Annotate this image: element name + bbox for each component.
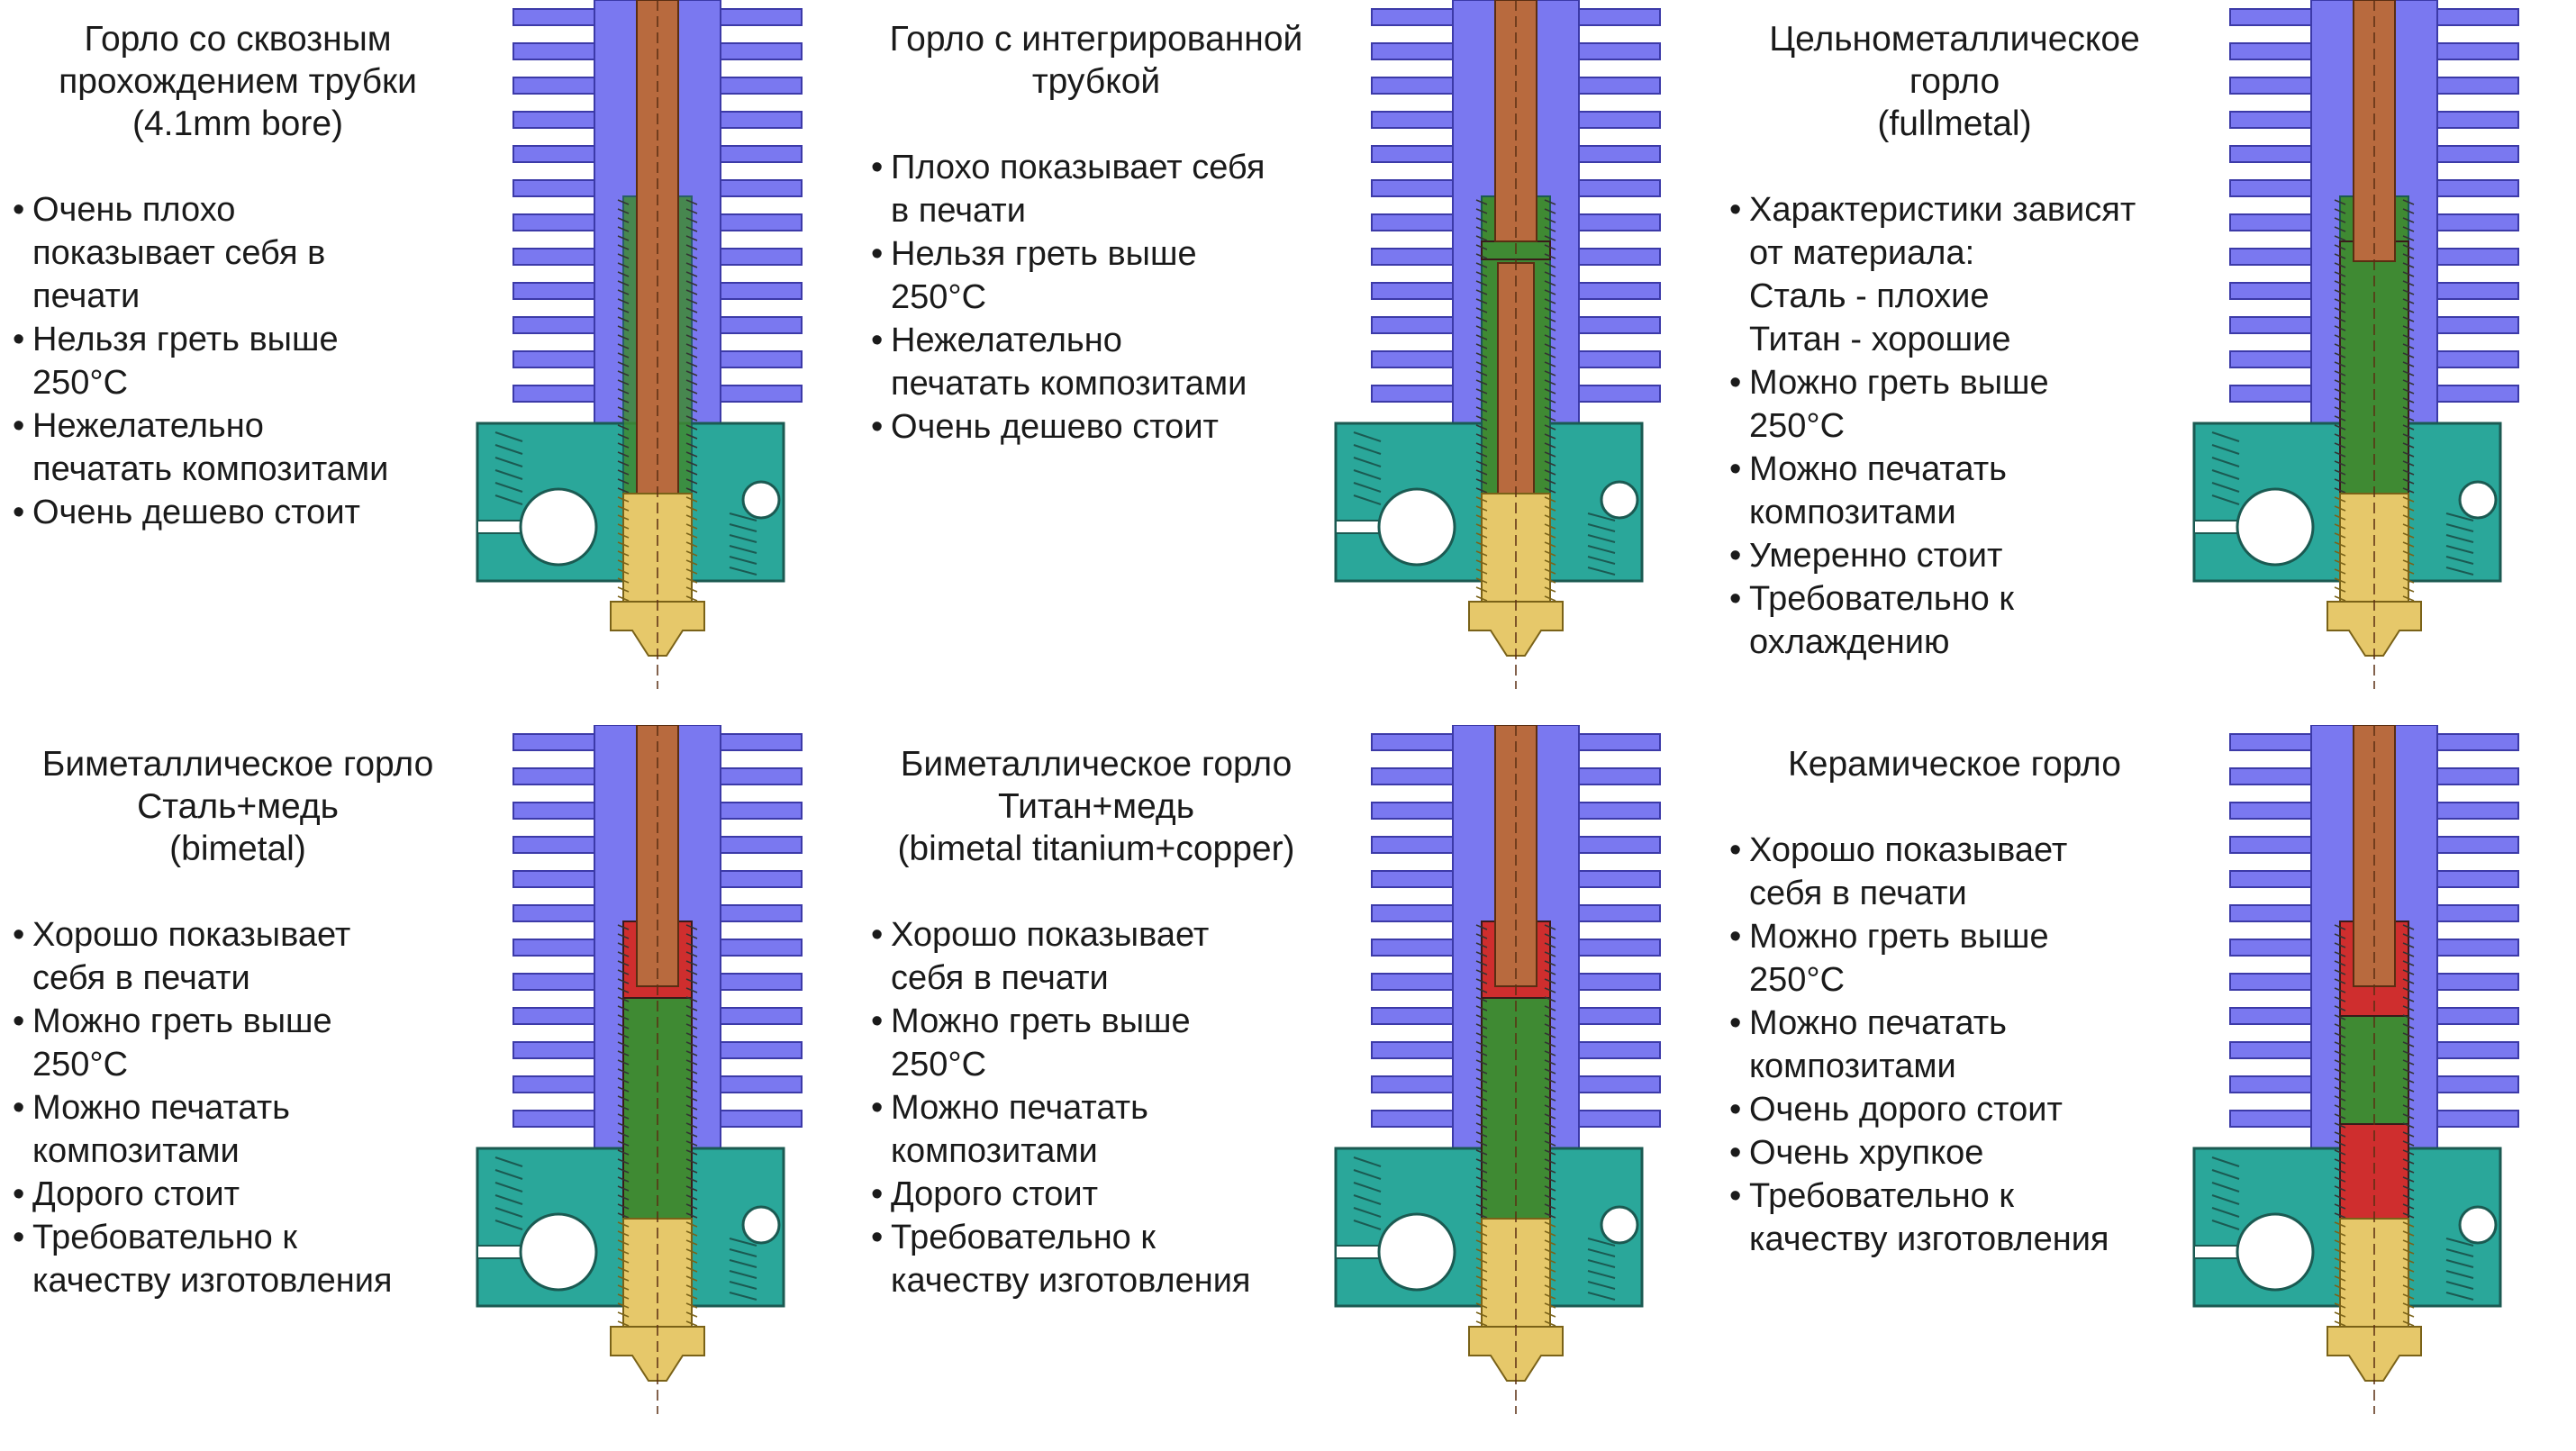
bullet-item: Можно греть выше 250°C [1729, 361, 2180, 448]
panel-text: Горло с интегрированной трубкой Плохо пок… [871, 18, 1321, 449]
bullet-item: Очень плохо показывает себя в печати [13, 188, 463, 318]
bullet-item: Дорого стоит [13, 1173, 463, 1216]
bullet-item: Нельзя греть выше 250°C [871, 232, 1321, 319]
hotend-diagram [2192, 725, 2519, 1414]
panel-text: Биметаллическое горло Сталь+медь (bimeta… [13, 743, 463, 1302]
hotend-diagram [1334, 725, 1661, 1414]
bullet-list: Хорошо показывает себя в печатиМожно гре… [13, 913, 463, 1302]
panel-integrated-tube: Горло с интегрированной трубкой Плохо пок… [858, 0, 1717, 725]
bullet-list: Хорошо показывает себя в печатиМожно гре… [871, 913, 1321, 1302]
bullet-item: Можно греть выше 250°C [871, 1000, 1321, 1086]
bullet-item: Плохо показывает себя в печати [871, 146, 1321, 232]
bullet-item: Можно печатать композитами [871, 1086, 1321, 1173]
bullet-item: Хорошо показывает себя в печати [1729, 829, 2180, 915]
bullet-item: Можно греть выше 250°C [1729, 915, 2180, 1002]
hotend-diagram [1334, 0, 1661, 689]
hotend-diagram [2192, 0, 2519, 689]
bullet-item: Нежелательно печатать композитами [13, 404, 463, 491]
bullet-item: Требовательно к охлаждению [1729, 577, 2180, 664]
bullet-item: Нельзя греть выше 250°C [13, 318, 463, 404]
bullet-item: Очень хрупкое [1729, 1131, 2180, 1174]
bullet-item: Характеристики зависят от материала: Ста… [1729, 188, 2180, 361]
bullet-item: Очень дешево стоит [871, 405, 1321, 449]
bullet-item: Хорошо показывает себя в печати [13, 913, 463, 1000]
panel-bimetal-titanium: Биметаллическое горло Титан+медь (bimeta… [858, 725, 1717, 1450]
panel-ceramic: Керамическое горло Хорошо показывает себя… [1717, 725, 2575, 1450]
panel-title: Цельнометаллическое горло (fullmetal) [1769, 20, 2140, 143]
bullet-list: Плохо показывает себя в печатиНельзя гре… [871, 146, 1321, 449]
bullet-list: Хорошо показывает себя в печатиМожно гре… [1729, 829, 2180, 1261]
bullet-item: Хорошо показывает себя в печати [871, 913, 1321, 1000]
bullet-item: Можно печатать композитами [1729, 448, 2180, 534]
bullet-list: Характеристики зависят от материала: Ста… [1729, 188, 2180, 664]
panel-text: Керамическое горло Хорошо показывает себя… [1729, 743, 2180, 1261]
bullet-item: Можно печатать композитами [1729, 1002, 2180, 1088]
hotend-diagram [476, 725, 803, 1414]
panel-title: Биметаллическое горло Титан+медь (bimeta… [897, 745, 1295, 868]
bullet-item: Требовательно к качеству изготовления [871, 1216, 1321, 1302]
bullet-item: Требовательно к качеству изготовления [1729, 1174, 2180, 1261]
bullet-item: Умеренно стоит [1729, 534, 2180, 577]
bullet-item: Очень дешево стоит [13, 491, 463, 534]
bullet-item: Можно печатать композитами [13, 1086, 463, 1173]
panel-text: Биметаллическое горло Титан+медь (bimeta… [871, 743, 1321, 1302]
panel-title: Керамическое горло [1788, 745, 2121, 784]
bullet-list: Очень плохо показывает себя в печатиНель… [13, 188, 463, 534]
panel-title: Биметаллическое горло Сталь+медь (bimeta… [41, 745, 434, 868]
panel-fullmetal: Цельнометаллическое горло (fullmetal) Хар… [1717, 0, 2575, 725]
panel-title: Горло с интегрированной трубкой [889, 20, 1303, 101]
panel-title: Горло со сквозным прохождением трубки (4… [59, 20, 417, 143]
hotend-diagram [476, 0, 803, 689]
panel-text: Цельнометаллическое горло (fullmetal) Хар… [1729, 18, 2180, 664]
panel-text: Горло со сквозным прохождением трубки (4… [13, 18, 463, 534]
panel-bimetal: Биметаллическое горло Сталь+медь (bimeta… [0, 725, 858, 1450]
panel-through-tube: Горло со сквозным прохождением трубки (4… [0, 0, 858, 725]
bullet-item: Нежелательно печатать композитами [871, 319, 1321, 405]
bullet-item: Дорого стоит [871, 1173, 1321, 1216]
bullet-item: Можно греть выше 250°C [13, 1000, 463, 1086]
bullet-item: Требовательно к качеству изготовления [13, 1216, 463, 1302]
bullet-item: Очень дорого стоит [1729, 1088, 2180, 1131]
